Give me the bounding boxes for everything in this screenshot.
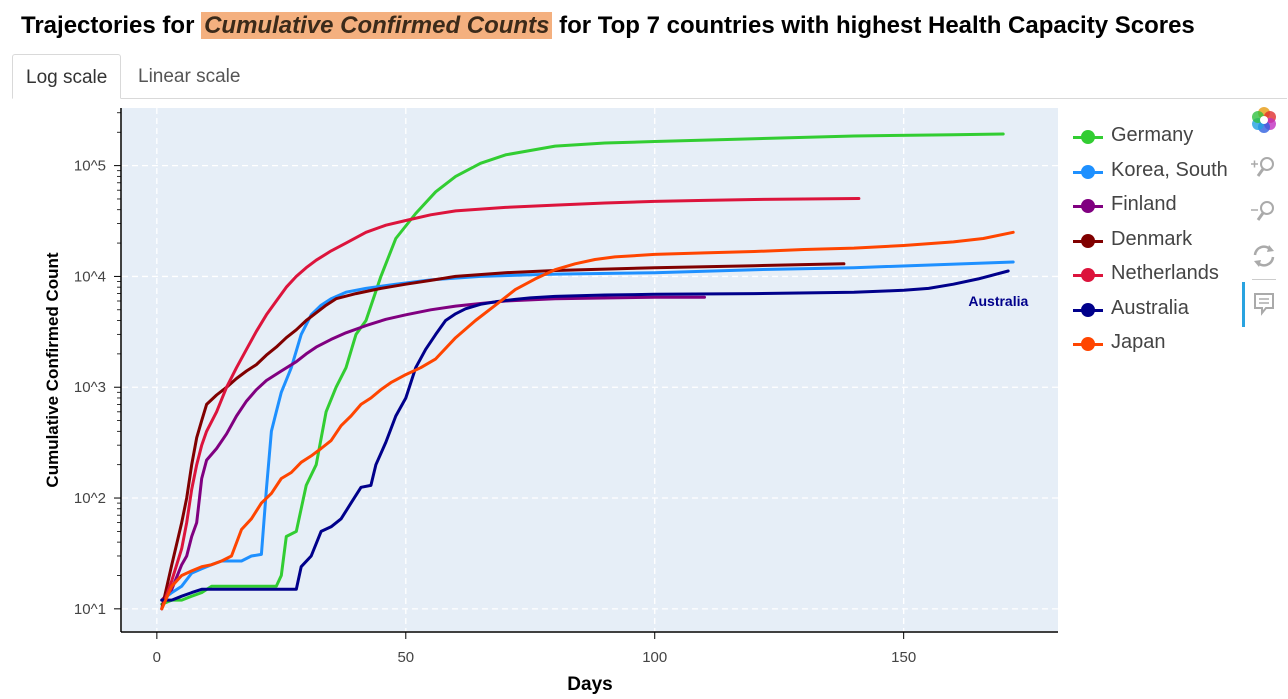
series-line-germany: [160, 132, 1005, 606]
legend-label: Japan: [1111, 331, 1166, 353]
y-tick-label: 10^3: [74, 379, 106, 396]
series-line-japan: [160, 230, 1015, 611]
series-line-denmark: [160, 262, 846, 611]
y-tick-label: 10^2: [74, 490, 106, 507]
plot-area: [122, 108, 1058, 631]
legend-label: Netherlands: [1111, 262, 1219, 284]
legend-swatch-dot: [1081, 130, 1095, 144]
x-tick-label: 100: [642, 649, 667, 666]
legend-swatch-dot: [1081, 268, 1095, 282]
x-tick-label: 0: [153, 649, 161, 666]
legend-swatch-dot: [1081, 337, 1095, 351]
toolbar: [1240, 102, 1288, 332]
series-line-australia: [160, 269, 1010, 602]
legend-label: Korea, South: [1111, 158, 1228, 181]
zoom-out-icon[interactable]: [1248, 196, 1280, 228]
x-axis-label: Days: [567, 674, 612, 695]
series-lines: [160, 132, 1015, 611]
series-line-netherlands: [160, 197, 861, 611]
x-tick-label: 150: [891, 649, 916, 666]
annotation-label: Australia: [968, 293, 1028, 309]
toolbar-separator: [1252, 279, 1276, 280]
hover-tooltip-icon[interactable]: [1248, 288, 1280, 320]
active-tool-indicator: [1242, 282, 1245, 327]
y-axis-label: Cumulative Confirmed Count: [43, 252, 62, 488]
bokeh-logo-icon[interactable]: [1248, 104, 1280, 136]
legend-swatch-dot: [1081, 233, 1095, 248]
y-tick-label: 10^1: [74, 601, 106, 618]
series-line-finland: [160, 295, 706, 602]
legend-label: Australia: [1111, 296, 1189, 319]
grid-lines: [122, 108, 1058, 631]
y-tick-label: 10^5: [74, 158, 106, 175]
legend-label: Germany: [1111, 124, 1194, 146]
legend-swatch-dot: [1081, 199, 1095, 213]
reset-icon[interactable]: [1248, 240, 1280, 272]
tab-linear-scale[interactable]: Linear scale: [138, 66, 241, 87]
legend-swatch-dot: [1081, 164, 1095, 179]
scale-tabs: Log scale Linear scale: [12, 54, 1287, 99]
legend-label: Finland: [1111, 193, 1177, 215]
title-suffix: for Top 7 countries with highest Health …: [552, 12, 1195, 39]
axis-ticks: 0 50 100 150 10^1 10^2 10^3 10^4 10^5: [74, 112, 916, 666]
legend-label: Denmark: [1111, 227, 1193, 250]
chart-title: Trajectories for Cumulative Confirmed Co…: [21, 12, 1195, 40]
title-prefix: Trajectories for: [21, 12, 202, 39]
title-highlight: Cumulative Confirmed Counts: [201, 12, 553, 39]
y-tick-label: 10^4: [74, 268, 106, 285]
tab-log-scale[interactable]: Log scale: [12, 54, 122, 99]
x-tick-label: 50: [397, 649, 414, 666]
annotations: Australia: [968, 293, 1028, 309]
zoom-in-icon[interactable]: [1248, 152, 1280, 184]
legend-swatch-dot: [1081, 302, 1095, 317]
